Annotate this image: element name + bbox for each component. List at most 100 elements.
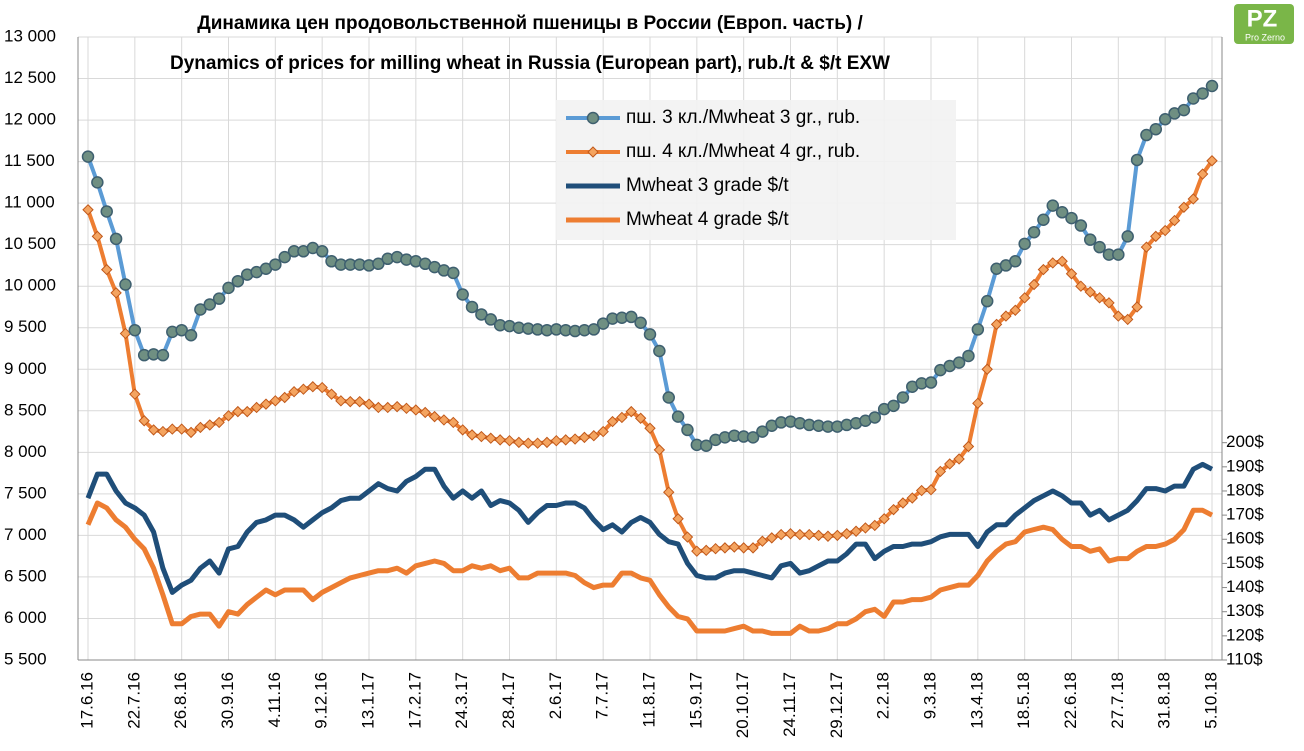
point — [269, 395, 282, 407]
y2-tick-label: 180$ — [1226, 480, 1264, 499]
point — [91, 230, 104, 243]
point — [1027, 225, 1041, 239]
point — [962, 440, 975, 453]
point — [699, 439, 713, 452]
point — [719, 542, 731, 554]
point — [204, 419, 216, 431]
y2-tick-label: 120$ — [1226, 625, 1264, 644]
point — [212, 292, 226, 305]
y2-tick-label: 200$ — [1226, 432, 1264, 451]
x-tick-label: 24.3.17 — [452, 672, 471, 729]
point — [1065, 268, 1078, 280]
x-tick-label: 17.6.16 — [77, 672, 96, 729]
point — [1047, 257, 1059, 269]
point — [344, 395, 356, 408]
legend-marker — [587, 146, 599, 158]
point — [559, 434, 572, 446]
point — [269, 258, 282, 271]
point — [1056, 255, 1068, 267]
point — [1083, 233, 1097, 246]
point — [81, 150, 95, 163]
point — [597, 425, 609, 438]
point — [915, 484, 928, 497]
point — [831, 529, 844, 542]
x-tick-label: 22.6.18 — [1061, 672, 1080, 729]
point — [1028, 278, 1040, 291]
point — [175, 423, 188, 435]
logo — [1234, 4, 1294, 44]
point — [185, 426, 197, 439]
point — [1093, 240, 1106, 254]
y2-tick-label: 160$ — [1226, 529, 1264, 548]
series-line — [85, 461, 1214, 595]
point — [1121, 230, 1134, 243]
point — [400, 402, 413, 415]
point — [953, 453, 965, 465]
point — [91, 176, 104, 189]
point — [1112, 310, 1125, 322]
point — [990, 318, 1003, 331]
point — [410, 404, 422, 416]
point — [840, 528, 853, 540]
point — [1131, 301, 1143, 313]
point — [194, 421, 207, 434]
point — [222, 281, 235, 295]
x-tick-label: 26.8.16 — [171, 672, 190, 729]
point — [315, 245, 329, 258]
point — [643, 328, 657, 341]
point — [906, 492, 918, 504]
point — [756, 425, 769, 438]
point — [746, 431, 760, 444]
point — [700, 544, 712, 557]
point — [1187, 92, 1200, 105]
legend-label: Mwheat 3 grade $/t — [626, 175, 789, 196]
y2-tick-label: 150$ — [1226, 553, 1264, 572]
point — [1055, 206, 1069, 219]
point — [972, 397, 984, 410]
point — [101, 263, 113, 276]
point — [475, 430, 488, 443]
y2-tick-label: 170$ — [1226, 505, 1264, 524]
point — [1112, 248, 1125, 261]
point — [109, 232, 123, 246]
point — [822, 530, 834, 542]
point — [147, 424, 160, 436]
point — [671, 410, 685, 423]
point — [250, 401, 263, 414]
point — [372, 257, 385, 271]
point — [1074, 219, 1088, 232]
x-tick-label: 11.8.17 — [639, 672, 658, 727]
legend-label: пш. 3 кл./Mwheat 3 gr., rub. — [626, 107, 860, 128]
point — [644, 422, 656, 434]
y-tick-label: 11 000 — [4, 193, 55, 212]
point — [138, 415, 150, 427]
y-tick-label: 9 000 — [4, 359, 47, 378]
point — [775, 528, 787, 541]
point — [653, 444, 666, 456]
point — [1103, 297, 1115, 309]
point — [709, 542, 722, 555]
logo-name: Pro Zerno — [1245, 32, 1285, 42]
point — [691, 545, 703, 557]
point — [803, 528, 815, 541]
point — [456, 424, 469, 436]
x-tick-label: 30.9.16 — [218, 672, 237, 729]
plot: 5 500 6 000 6 500 7 000 7 500 8 000 8 500 9 000… — [4, 26, 1264, 738]
y-tick-label: 10 000 — [4, 276, 56, 295]
y-tick-label: 7 000 — [4, 525, 47, 544]
y-tick-label: 12 500 — [4, 68, 56, 87]
point — [82, 204, 94, 216]
point — [850, 525, 862, 537]
point — [391, 400, 403, 413]
point — [869, 519, 881, 532]
point — [756, 535, 769, 547]
point — [1000, 310, 1012, 322]
point — [307, 381, 319, 393]
point — [812, 529, 825, 542]
point — [1159, 224, 1171, 237]
point — [419, 406, 431, 419]
point — [672, 513, 684, 525]
point — [1177, 103, 1191, 117]
point — [203, 298, 217, 311]
